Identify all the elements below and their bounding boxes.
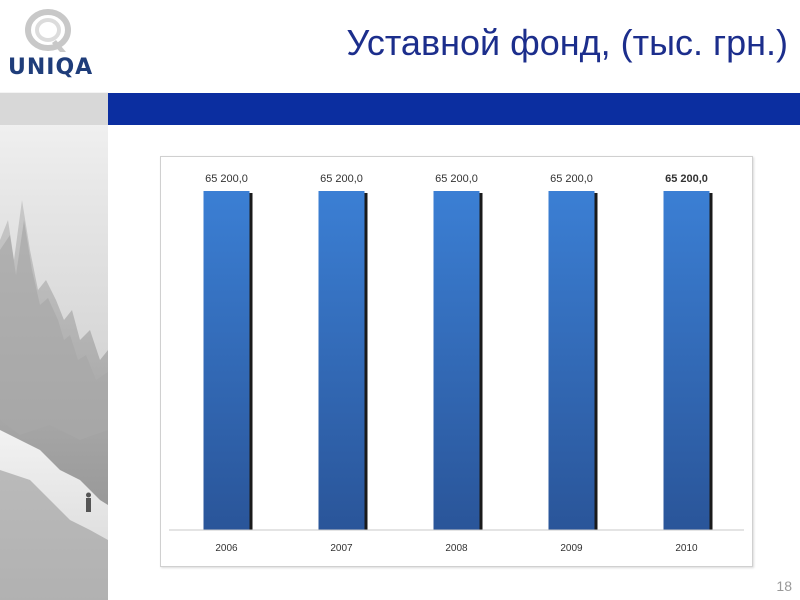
data-label-2007: 65 200,0 <box>320 173 363 185</box>
x-tick-label-2007: 2007 <box>330 543 353 554</box>
x-tick-label-2006: 2006 <box>215 543 238 554</box>
bar-2009 <box>548 191 595 530</box>
data-label-2009: 65 200,0 <box>550 173 593 185</box>
data-label-2010: 65 200,0 <box>665 173 708 185</box>
x-tick-label-2008: 2008 <box>445 543 468 554</box>
data-label-2006: 65 200,0 <box>205 173 248 185</box>
bars-layer <box>203 191 713 530</box>
logo-wordmark: UNIQA <box>8 55 94 80</box>
header-band <box>108 93 800 125</box>
header-band-left <box>0 93 108 125</box>
data-label-2008: 65 200,0 <box>435 173 478 185</box>
bar-2007 <box>318 191 365 530</box>
chart-container: 65 200,0 2006 65 200,0 2007 65 200,0 2008 65 2… <box>160 156 753 567</box>
mountain-image <box>0 200 108 600</box>
uniqa-logo: UNIQA <box>0 0 108 92</box>
labels-layer: 65 200,0 2006 65 200,0 2007 65 200,0 2008 65 2… <box>205 173 708 554</box>
bar-2006 <box>203 191 250 530</box>
uniqa-emblem-icon <box>25 9 71 52</box>
x-tick-label-2009: 2009 <box>560 543 583 554</box>
bar-2008 <box>433 191 480 530</box>
bar-chart: 65 200,0 2006 65 200,0 2007 65 200,0 2008 65 2… <box>169 173 744 554</box>
x-tick-label-2010: 2010 <box>675 543 698 554</box>
bar-2010 <box>663 191 710 530</box>
page-title: Уставной фонд, (тыс. грн.) <box>346 22 788 63</box>
page-number: 18 <box>776 578 792 594</box>
